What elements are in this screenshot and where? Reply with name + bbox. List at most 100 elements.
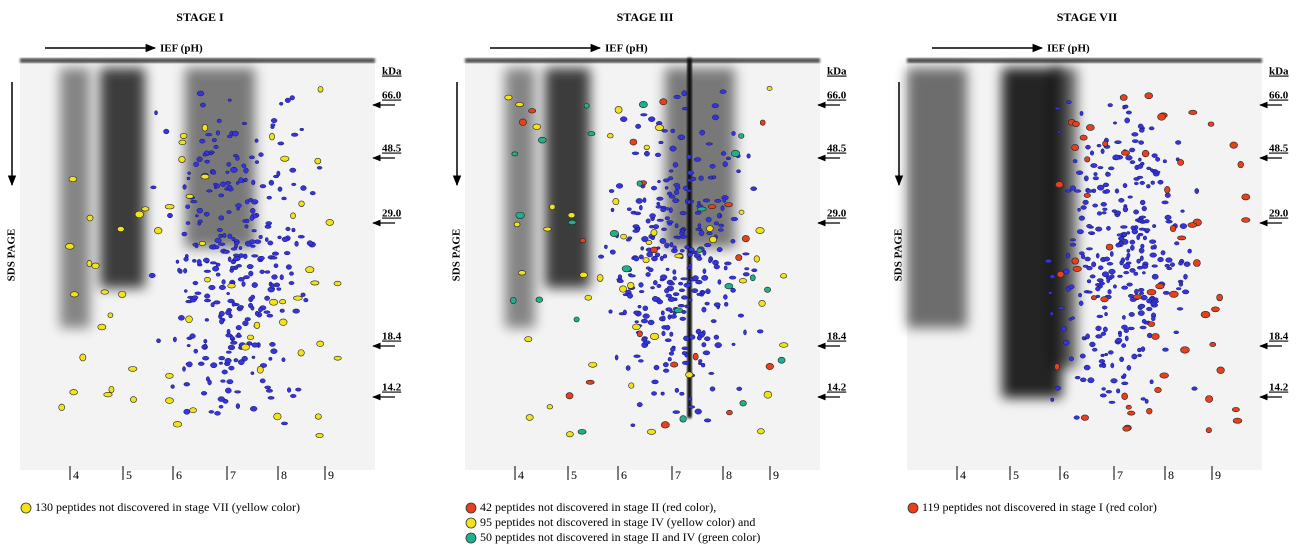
- protein-spot: [1095, 286, 1101, 292]
- mw-marker-label: 48.5: [1269, 143, 1289, 155]
- protein-spot: [273, 263, 279, 269]
- protein-spot: [683, 335, 690, 342]
- ph-tick-label: 7: [1117, 468, 1123, 482]
- protein-spot: [1116, 233, 1123, 237]
- protein-spot: [243, 167, 249, 174]
- protein-spot: [687, 405, 696, 409]
- highlight-spot: [629, 138, 638, 146]
- protein-spot: [736, 386, 743, 391]
- protein-spot: [1151, 316, 1156, 322]
- protein-spot: [1126, 231, 1131, 235]
- protein-spot: [265, 388, 273, 393]
- protein-spot: [177, 267, 181, 273]
- protein-spot: [1142, 235, 1147, 241]
- protein-spot: [300, 185, 307, 191]
- protein-spot: [632, 224, 640, 229]
- protein-spot: [1121, 381, 1129, 386]
- protein-spot: [1095, 226, 1103, 232]
- protein-spot: [1131, 228, 1139, 235]
- protein-spot: [284, 97, 291, 103]
- protein-spot: [202, 356, 210, 361]
- protein-spot: [710, 319, 717, 323]
- protein-spot: [170, 384, 175, 389]
- protein-spot: [218, 356, 226, 361]
- highlight-spot: [679, 415, 687, 423]
- protein-spot: [1165, 219, 1173, 224]
- protein-spot: [653, 364, 660, 371]
- protein-spot: [667, 357, 672, 362]
- protein-spot: [243, 275, 250, 280]
- protein-spot: [268, 179, 275, 186]
- highlight-spot: [566, 431, 574, 438]
- protein-spot: [648, 116, 656, 122]
- protein-spot: [659, 255, 664, 262]
- protein-spot: [705, 142, 713, 146]
- protein-spot: [218, 233, 223, 239]
- protein-spot: [672, 292, 680, 297]
- protein-spot: [722, 197, 727, 203]
- protein-spot: [1099, 393, 1107, 398]
- protein-spot: [656, 284, 662, 288]
- protein-spot: [175, 259, 180, 264]
- protein-spot: [251, 199, 259, 205]
- highlight-spot: [314, 157, 322, 165]
- highlight-spot: [1180, 346, 1190, 354]
- highlight-spot: [525, 414, 534, 421]
- legend-swatch: [465, 517, 477, 529]
- highlight-spot: [643, 144, 650, 151]
- protein-spot: [633, 354, 641, 358]
- highlight-spot: [749, 274, 756, 282]
- highlight-spot: [779, 342, 789, 348]
- highlight-spot: [621, 265, 632, 273]
- protein-spot: [281, 196, 287, 201]
- panel-title: STAGE I: [176, 10, 224, 24]
- protein-spot: [1109, 251, 1114, 257]
- protein-spot: [704, 243, 712, 248]
- highlight-spot: [674, 253, 684, 259]
- protein-spot: [1092, 176, 1099, 181]
- protein-spot: [1101, 211, 1107, 215]
- highlight-spot: [314, 413, 322, 420]
- protein-spot: [692, 275, 699, 281]
- highlight-spot: [543, 226, 552, 232]
- protein-spot: [713, 334, 720, 340]
- highlight-spot: [1121, 392, 1128, 400]
- protein-spot: [231, 130, 239, 137]
- highlight-spot: [518, 118, 527, 126]
- protein-spot: [1126, 364, 1132, 371]
- protein-spot: [251, 229, 257, 233]
- protein-spot: [1137, 310, 1145, 316]
- protein-spot: [1045, 258, 1052, 264]
- protein-spot: [230, 259, 237, 265]
- protein-spot: [664, 216, 670, 221]
- highlight-spot: [165, 397, 174, 404]
- protein-spot: [696, 335, 702, 341]
- protein-spot: [203, 298, 212, 303]
- mw-marker-label: 48.5: [382, 143, 402, 155]
- protein-spot: [680, 228, 685, 234]
- protein-spot: [218, 215, 225, 221]
- highlight-spot: [1122, 425, 1131, 432]
- protein-spot: [705, 288, 711, 295]
- y-axis-label: SDS PAGE: [451, 229, 463, 282]
- protein-spot: [277, 186, 283, 192]
- protein-spot: [1122, 183, 1128, 189]
- protein-spot: [218, 284, 226, 290]
- highlight-spot: [269, 298, 279, 306]
- protein-spot: [683, 282, 691, 288]
- protein-spot: [249, 239, 256, 245]
- protein-spot: [1102, 207, 1108, 211]
- protein-spot: [662, 254, 668, 259]
- protein-spot: [1179, 223, 1188, 229]
- protein-spot: [1102, 326, 1108, 333]
- protein-spot: [736, 169, 741, 174]
- protein-spot: [1141, 319, 1147, 324]
- protein-spot: [1157, 257, 1164, 263]
- protein-spot: [1069, 238, 1077, 242]
- protein-spot: [222, 233, 227, 238]
- protein-spot: [295, 387, 302, 392]
- protein-spot: [1148, 126, 1155, 131]
- protein-spot: [1164, 263, 1171, 268]
- legend-text: 130 peptides not discovered in stage VII…: [35, 500, 300, 514]
- protein-spot: [1107, 289, 1112, 295]
